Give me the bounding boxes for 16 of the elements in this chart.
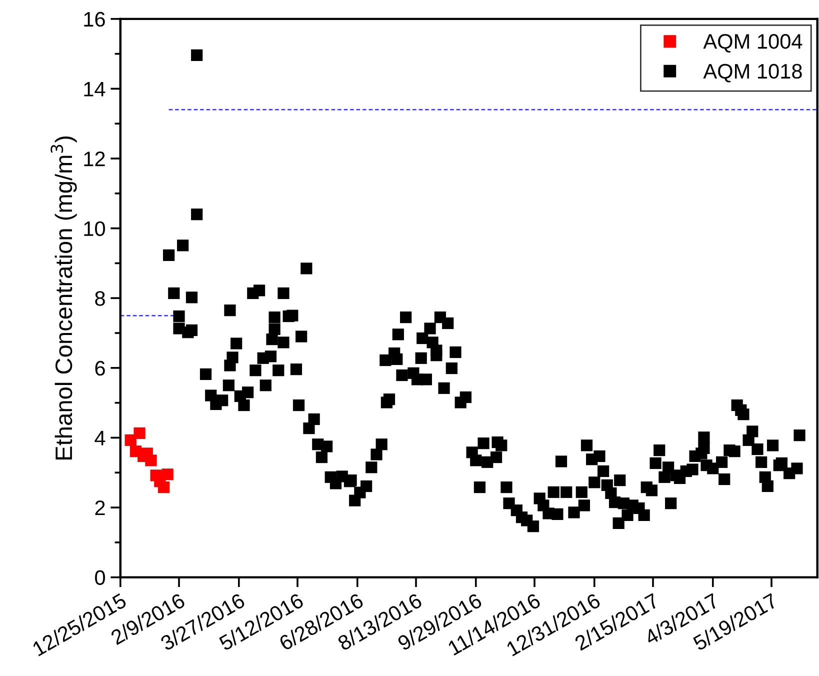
point bbox=[134, 427, 146, 439]
y-axis-title: Ethanol Concentration (mg/m$^{3}$) bbox=[50, 136, 77, 460]
legend-label: AQM 1018 bbox=[703, 64, 802, 82]
point bbox=[158, 481, 170, 494]
y-tick-label: 4 bbox=[94, 430, 106, 446]
point bbox=[145, 454, 157, 466]
y-tick-label: 14 bbox=[84, 82, 106, 96]
y-tick-label: 10 bbox=[84, 221, 105, 236]
y-tick-label: 0 bbox=[95, 570, 105, 586]
point bbox=[162, 468, 174, 480]
y-tick-label: 6 bbox=[95, 360, 105, 376]
y-tick-label: 2 bbox=[95, 500, 105, 516]
legend-label: AQM 1004 bbox=[703, 34, 802, 53]
y-tick-label: 16 bbox=[84, 12, 105, 27]
y-tick-label: 12 bbox=[84, 152, 105, 166]
y-tick-label: 8 bbox=[95, 291, 105, 306]
